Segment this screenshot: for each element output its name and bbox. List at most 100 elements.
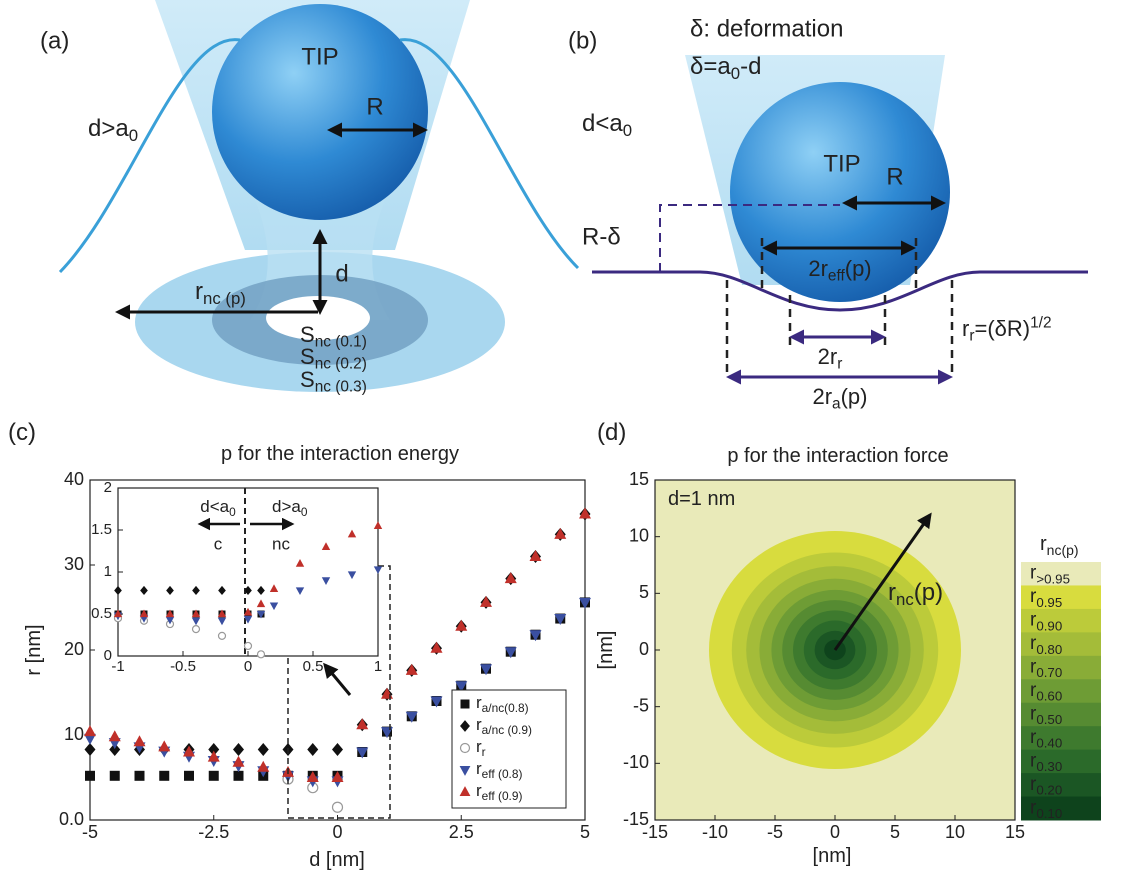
marker	[307, 743, 318, 756]
marker	[158, 740, 170, 751]
diagram-label-part: 2r	[812, 384, 832, 409]
panel-label: (c)	[8, 419, 36, 446]
colorbar-label-part: 0.90	[1036, 618, 1062, 633]
diagram-label: rr=(δR)1/2	[962, 314, 1052, 344]
x-tick-label: -2.5	[198, 822, 229, 842]
legend-label-part: a/nc(0.8)	[482, 701, 529, 715]
marker	[85, 771, 95, 781]
marker	[109, 730, 121, 741]
diagram-label: δ: deformation	[690, 15, 843, 42]
x-tick-label: -5	[767, 822, 783, 842]
arrow-label-part: r	[888, 579, 896, 606]
y-tick-label: 15	[629, 469, 649, 489]
annotation: nc	[272, 534, 290, 553]
annotation-part: 0	[301, 505, 308, 519]
colorbar-label-part: 0.80	[1036, 641, 1062, 656]
diagram-label-part: 0	[129, 127, 138, 146]
marker	[333, 802, 343, 812]
marker	[258, 743, 269, 756]
marker	[461, 700, 470, 709]
marker	[183, 746, 195, 757]
zoom-arrow	[325, 665, 350, 695]
diagram-label: TIP	[301, 43, 338, 70]
marker	[84, 725, 96, 736]
figure: (a)TIPd>a0Rdrnc (p)Snc (0.1)Snc (0.2)Snc…	[0, 0, 1125, 881]
legend-label-part: eff (0.9)	[482, 789, 523, 803]
x-tick-label: 15	[1005, 822, 1025, 842]
x-tick-label: -10	[702, 822, 728, 842]
diagram-label-part: r	[962, 316, 969, 341]
colorbar-label-part: 0.50	[1036, 712, 1062, 727]
diagram-label-sup: 1/2	[1030, 314, 1051, 331]
marker	[332, 743, 343, 756]
marker	[193, 626, 200, 633]
legend-label-part: r	[482, 745, 486, 759]
diagram-label-part: nc (0.1)	[315, 334, 367, 351]
diagram-label-part: δ=a	[690, 53, 731, 80]
y-tick-label: 2	[104, 479, 112, 496]
y-tick-label: 20	[64, 639, 84, 659]
colorbar-label-part: 0.30	[1036, 759, 1062, 774]
diagram-label: R-δ	[582, 223, 621, 250]
legend-label-part: eff (0.8)	[482, 767, 523, 781]
marker	[184, 771, 194, 781]
inset-background	[118, 488, 378, 656]
colorbar-label-part: >0.95	[1036, 571, 1070, 586]
marker	[245, 642, 252, 649]
diagram-label: d	[335, 260, 348, 287]
colorbar-label-part: 0.10	[1036, 805, 1062, 820]
diagram-label: 2ra(p)	[812, 384, 867, 413]
x-tick-label: 5	[890, 822, 900, 842]
x-tick-label: 0.5	[303, 658, 324, 675]
diagram-label: R	[366, 93, 383, 120]
diagram-label-part: eff	[828, 268, 846, 285]
diagram-label-part: =(δR)	[974, 316, 1030, 341]
diagram-label: R	[886, 163, 903, 190]
y-tick-label: 0	[639, 639, 649, 659]
diagram-label-part: 2r	[808, 256, 828, 281]
marker	[234, 771, 244, 781]
marker	[461, 744, 470, 753]
y-tick-label: -5	[633, 695, 649, 715]
diagram-label-part: S	[300, 344, 315, 369]
chart-title: p for the interaction energy	[221, 443, 459, 465]
y-tick-label: 10	[64, 724, 84, 744]
annotation-part: d<a	[200, 497, 229, 516]
colorbar-title-part: nc(p)	[1047, 542, 1079, 558]
y-tick-label: 0.0	[59, 809, 84, 829]
diagram-label: (a)	[40, 27, 69, 54]
arrow-label-part: (p)	[914, 579, 943, 606]
x-tick-label: -5	[82, 822, 98, 842]
diagram-label: d>a0	[88, 115, 138, 145]
colorbar-title: rnc(p)	[1040, 533, 1079, 557]
annotation-part: d>a	[272, 497, 301, 516]
diagram-label-part: d<a	[582, 110, 623, 137]
marker	[209, 771, 219, 781]
colorbar-label-part: 0.60	[1036, 688, 1062, 703]
x-tick-label: -1	[111, 658, 124, 675]
y-axis-label: [nm]	[595, 631, 617, 670]
diagram-label: δ=a0-d	[690, 53, 761, 83]
chart-title: p for the interaction force	[727, 445, 948, 467]
x-axis-label: d [nm]	[309, 849, 365, 871]
arrow-label-part: nc	[896, 591, 914, 610]
y-tick-label: 10	[629, 525, 649, 545]
colorbar-label-part: 0.95	[1036, 594, 1062, 609]
tip-sphere	[212, 4, 428, 220]
diagram-label-part: nc (0.2)	[315, 356, 367, 373]
diagram-label: (b)	[568, 27, 597, 54]
x-tick-label: 0	[332, 822, 342, 842]
diagram-label-part: 0	[731, 65, 740, 84]
x-tick-label: -0.5	[170, 658, 196, 675]
legend-label-part: a/nc (0.9)	[482, 723, 532, 737]
annotation: c	[214, 534, 223, 553]
colorbar-label-part: 0.20	[1036, 782, 1062, 797]
y-tick-label: 1.5	[91, 521, 112, 538]
marker	[110, 771, 120, 781]
colorbar-label-part: 0.40	[1036, 735, 1062, 750]
annotation: d=1 nm	[668, 488, 735, 510]
marker	[233, 743, 244, 756]
diagram-label-part: (p)	[845, 256, 872, 281]
y-tick-label: 40	[64, 469, 84, 489]
diagram-label-part: (p)	[841, 384, 868, 409]
